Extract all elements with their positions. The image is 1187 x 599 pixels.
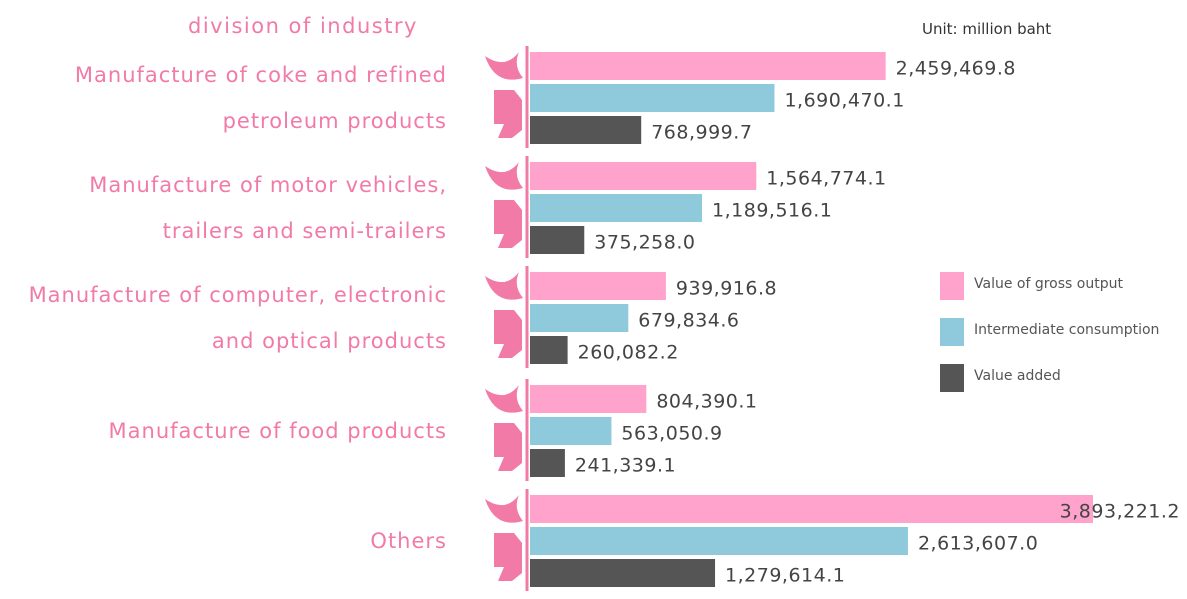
- emblem: [494, 533, 522, 581]
- emblem: [485, 52, 523, 80]
- unit-note: Unit: million baht: [922, 20, 1052, 38]
- value-label: 1,279,614.1: [725, 565, 845, 587]
- emblem: [494, 90, 522, 138]
- bar: [530, 52, 886, 80]
- value-label: 1,564,774.1: [766, 168, 886, 190]
- emblem: [494, 200, 522, 248]
- value-label: 375,258.0: [594, 232, 695, 254]
- bar: [530, 162, 757, 190]
- emblem: [485, 385, 523, 413]
- value-label: 2,613,607.0: [918, 533, 1038, 555]
- emblem: [485, 495, 523, 523]
- legend-label: Value added: [974, 368, 1061, 384]
- bar: [530, 336, 568, 364]
- legend-swatch: [940, 364, 964, 392]
- bar: [530, 304, 629, 332]
- bar: [530, 194, 703, 222]
- bar: [530, 116, 642, 144]
- bar: [530, 449, 565, 477]
- value-label: 804,390.1: [656, 391, 757, 413]
- legend-swatch: [940, 272, 964, 300]
- category-label: Manufacture of computer, electronic and …: [28, 283, 447, 353]
- value-label: 563,050.9: [621, 423, 722, 445]
- category-label: Others: [370, 529, 447, 553]
- emblem: [494, 310, 522, 358]
- value-label: 241,339.1: [575, 455, 676, 477]
- bar: [530, 226, 585, 254]
- value-label: 1,690,470.1: [784, 90, 904, 112]
- legend-label: Value of gross output: [974, 276, 1123, 292]
- value-label: 768,999.7: [651, 122, 752, 144]
- emblem: [494, 423, 522, 471]
- value-label: 939,916.8: [676, 278, 777, 300]
- value-label: 260,082.2: [578, 342, 679, 364]
- value-label: 679,834.6: [638, 310, 739, 332]
- bar: [530, 84, 775, 112]
- value-label: 2,459,469.8: [896, 58, 1016, 80]
- value-label: 3,893,221.2: [1060, 501, 1180, 523]
- bar: [530, 559, 716, 587]
- bar: [530, 385, 647, 413]
- chart-title: division of industry: [188, 14, 418, 38]
- bar: [530, 527, 908, 555]
- category-label: Manufacture of food products: [108, 419, 447, 443]
- category-label: Manufacture of motor vehicles, trailers …: [89, 173, 447, 243]
- legend-swatch: [940, 318, 964, 346]
- legend-label: Intermediate consumption: [974, 322, 1159, 338]
- category-label: Manufacture of coke and refined petroleu…: [74, 63, 447, 133]
- emblem: [485, 272, 523, 300]
- bar: [530, 272, 666, 300]
- bar: [530, 495, 1093, 523]
- value-label: 1,189,516.1: [712, 200, 832, 222]
- bar: [530, 417, 612, 445]
- emblem: [485, 162, 523, 190]
